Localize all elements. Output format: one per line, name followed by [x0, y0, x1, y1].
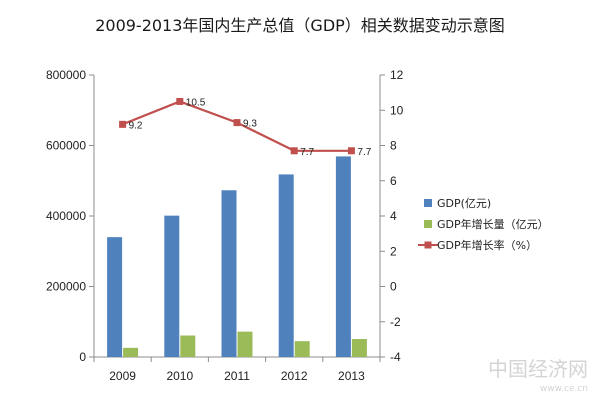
legend-label: GDP年增长率（%）: [437, 238, 537, 252]
growth-rate-marker: [176, 97, 184, 105]
gdp-increase-bar: [237, 331, 253, 357]
gdp-bar: [164, 215, 180, 357]
watermark-url: www.ce.cn: [540, 384, 588, 394]
legend-swatch: [424, 220, 432, 228]
growth-rate-data-label: 9.3: [243, 119, 257, 130]
growth-rate-line: 9.2 10.5 9.3 7.7 7.7: [119, 97, 372, 158]
growth-rate-marker: [233, 119, 241, 127]
y-right-tick-label: -4: [390, 350, 401, 364]
y-right-tick-label: 10: [390, 103, 404, 117]
growth-rate-data-label: 9.2: [129, 120, 143, 131]
y-left-tick-label: 400000: [46, 209, 86, 223]
y-left-tick-label: 800000: [46, 68, 86, 82]
watermark-text: 中国经济网: [488, 357, 588, 381]
growth-rate-marker: [119, 120, 127, 128]
growth-rate-marker: [290, 147, 298, 155]
y-right-tick-label: 0: [390, 280, 397, 294]
y-left-tick-label: 0: [79, 350, 86, 364]
growth-rate-data-label: 10.5: [186, 97, 206, 108]
legend-label: GDP(亿元): [437, 197, 491, 210]
y-left-tick-label: 200000: [46, 280, 86, 294]
axes: 0 200000 400000 600000 800000 -4 -2 0 2 4 6 8 10 12 20…: [46, 68, 404, 383]
gdp-bar: [335, 156, 351, 357]
x-tick-label: 2012: [281, 369, 308, 383]
legend-marker-swatch: [424, 241, 432, 249]
gdp-bar: [278, 174, 294, 357]
gdp-increase-bar: [123, 347, 139, 357]
gdp-increase-bar: [294, 341, 310, 357]
growth-rate-data-label: 7.7: [300, 147, 314, 158]
y-right-tick-label: 12: [390, 68, 404, 82]
x-tick-label: 2011: [224, 369, 250, 383]
y-right-tick-label: 8: [390, 139, 397, 153]
growth-rate-marker: [347, 147, 355, 155]
legend: GDP(亿元) GDP年增长量（亿元） GDP年增长率（%）: [418, 197, 549, 252]
growth-rate-polyline: [122, 100, 352, 152]
gdp-increase-bar: [351, 339, 367, 357]
gdp-bar: [221, 190, 237, 357]
watermark: 中国经济网 www.ce.cn: [488, 357, 588, 394]
legend-swatch: [424, 199, 432, 207]
x-tick-label: 2013: [338, 369, 365, 383]
y-right-tick-label: 2: [390, 244, 397, 258]
x-tick-label: 2009: [109, 369, 136, 383]
growth-rate-data-label: 7.7: [357, 147, 371, 158]
bars: [107, 156, 367, 357]
legend-label: GDP年增长量（亿元）: [437, 217, 549, 231]
gdp-bar: [107, 237, 123, 357]
y-left-tick-label: 600000: [46, 139, 86, 153]
x-tick-label: 2010: [166, 369, 193, 383]
chart-title: 2009-2013年国内生产总值（GDP）相关数据变动示意图: [95, 16, 505, 35]
gdp-increase-bar: [180, 335, 196, 357]
y-right-tick-label: -2: [390, 315, 401, 329]
y-right-tick-label: 4: [390, 209, 397, 223]
y-right-tick-label: 6: [390, 174, 397, 188]
